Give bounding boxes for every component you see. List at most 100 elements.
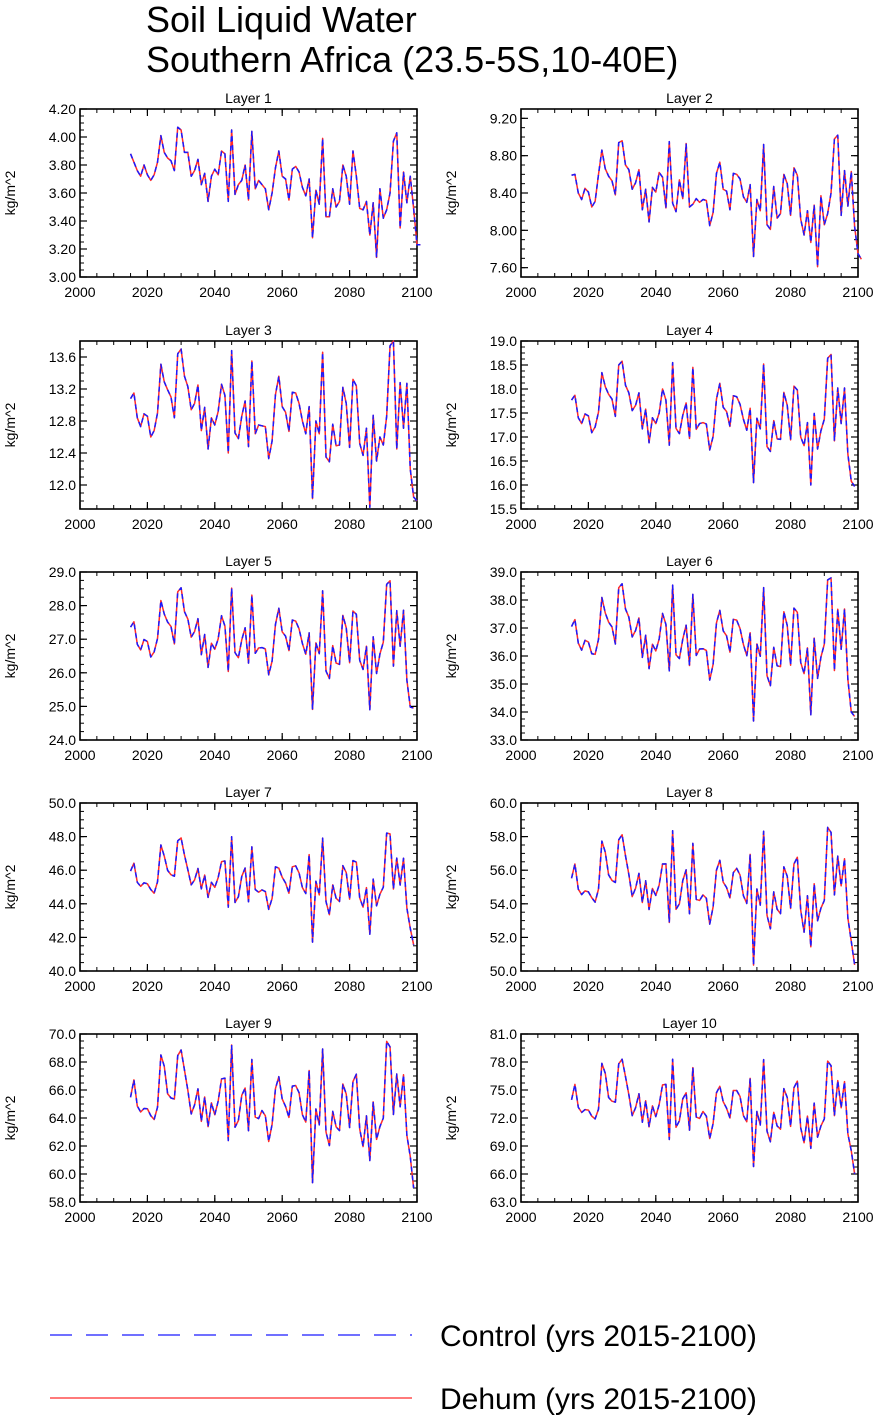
x-tick-label: 2060: [267, 284, 298, 300]
y-tick-label: 66.0: [490, 1166, 517, 1182]
x-tick-label: 2000: [505, 1209, 536, 1225]
x-tick-label: 2040: [199, 747, 230, 763]
x-tick-label: 2020: [132, 516, 163, 532]
y-tick-label: 33.0: [490, 732, 517, 748]
x-tick-label: 2060: [708, 978, 739, 994]
x-tick-label: 2060: [708, 747, 739, 763]
y-tick-label: 46.0: [49, 862, 76, 878]
plot-frame: [79, 340, 418, 510]
y-tick-label: 58.0: [490, 829, 517, 845]
series-line-control: [571, 134, 863, 268]
series-line-control: [129, 126, 421, 259]
x-tick-label: 2000: [505, 284, 536, 300]
y-axis-label: kg/m^2: [2, 633, 18, 678]
series-line-dehum: [570, 826, 856, 966]
y-tick-label: 12.4: [49, 445, 76, 461]
panel-layer-4: Layer 4 kg/m^2 15.5 16.0 16.5 17.0 17.5 18.0 18.…: [443, 322, 874, 532]
x-tick-label: 2040: [199, 516, 230, 532]
y-axis-label: kg/m^2: [443, 170, 459, 215]
y-axis-label: kg/m^2: [2, 402, 18, 447]
x-tick-label: 2060: [267, 1209, 298, 1225]
x-tick-label: 2020: [132, 978, 163, 994]
x-tick-label: 2060: [708, 516, 739, 532]
x-tick-label: 2040: [640, 747, 671, 763]
y-tick-label: 25.0: [49, 698, 76, 714]
y-tick-label: 17.5: [490, 405, 517, 421]
y-axis-label: kg/m^2: [2, 1095, 18, 1140]
x-tick-label: 2080: [334, 284, 365, 300]
panel-layer-8: Layer 8 kg/m^2 50.0 52.0 54.0 56.0 58.0 60.0 200…: [443, 784, 874, 994]
y-tick-label: 24.0: [49, 732, 76, 748]
y-tick-label: 68.0: [49, 1054, 76, 1070]
title-line-2: Southern Africa (23.5-5S,10-40E): [146, 39, 679, 80]
figure-title: Soil Liquid Water Southern Africa (23.5-…: [146, 0, 678, 80]
x-tick-label: 2040: [640, 516, 671, 532]
panel-layer-2: Layer 2 kg/m^2 7.60 8.00 8.40 8.80 9.20 2000 202…: [443, 90, 874, 300]
y-tick-label: 36.0: [490, 648, 517, 664]
y-tick-label: 3.40: [49, 213, 76, 229]
y-tick-label: 62.0: [49, 1138, 76, 1154]
x-tick-label: 2020: [573, 284, 604, 300]
y-tick-label: 50.0: [49, 795, 76, 811]
y-tick-label: 60.0: [490, 795, 517, 811]
panel-layer-10: Layer 10 kg/m^2 63.0 66.0 69.0 72.0 75.0 78.0 81…: [443, 1015, 874, 1225]
y-tick-label: 44.0: [49, 896, 76, 912]
panel-title: Layer 5: [225, 553, 272, 569]
y-tick-label: 8.00: [490, 222, 517, 238]
y-tick-label: 3.80: [49, 157, 76, 173]
panel-layer-5: Layer 5 kg/m^2 24.0 25.0 26.0 27.0 28.0 29.0 200…: [2, 553, 433, 763]
x-tick-label: 2000: [64, 747, 95, 763]
x-tick-label: 2100: [842, 978, 873, 994]
y-tick-label: 69.0: [490, 1138, 517, 1154]
y-axis-label: kg/m^2: [443, 633, 459, 678]
x-tick-label: 2020: [573, 516, 604, 532]
y-tick-label: 40.0: [49, 963, 76, 979]
legend-control-label: Control (yrs 2015-2100): [440, 1320, 757, 1353]
y-tick-label: 70.0: [49, 1026, 76, 1042]
x-tick-label: 2000: [64, 1209, 95, 1225]
x-tick-label: 2000: [505, 747, 536, 763]
series-line-control: [129, 832, 415, 945]
y-tick-label: 12.0: [49, 477, 76, 493]
chart-legend: Control (yrs 2015-2100) Dehum (yrs 2015-…: [50, 1320, 757, 1416]
y-tick-label: 48.0: [49, 829, 76, 845]
panel-layer-9: Layer 9 kg/m^2 58.0 60.0 62.0 64.0 66.0 68.0 70.…: [2, 1015, 433, 1225]
panel-title: Layer 6: [666, 553, 713, 569]
series-line-dehum: [129, 1040, 415, 1189]
y-tick-label: 8.40: [490, 185, 517, 201]
y-tick-label: 64.0: [49, 1110, 76, 1126]
x-tick-label: 2100: [401, 747, 432, 763]
x-tick-label: 2100: [401, 978, 432, 994]
series-line-control: [570, 826, 856, 966]
x-tick-label: 2080: [334, 747, 365, 763]
chart-figure: Layer 1 kg/m^2 3.00 3.20 3.40 3.60 3.80 4.00 4.2…: [2, 90, 874, 1225]
x-tick-label: 2020: [132, 1209, 163, 1225]
x-tick-label: 2000: [64, 516, 95, 532]
y-tick-label: 3.20: [49, 241, 76, 257]
panel-title: Layer 2: [666, 90, 713, 106]
y-tick-label: 38.0: [490, 592, 517, 608]
y-tick-label: 19.0: [490, 333, 517, 349]
x-tick-label: 2100: [401, 284, 432, 300]
y-tick-label: 78.0: [490, 1054, 517, 1070]
y-axis-label: kg/m^2: [443, 402, 459, 447]
x-tick-label: 2060: [267, 516, 298, 532]
panel-title: Layer 9: [225, 1015, 272, 1031]
y-axis-label: kg/m^2: [2, 170, 18, 215]
y-tick-label: 13.6: [49, 349, 76, 365]
y-axis-label: kg/m^2: [443, 864, 459, 909]
x-tick-label: 2100: [842, 1209, 873, 1225]
y-tick-label: 26.0: [49, 665, 76, 681]
x-tick-label: 2060: [267, 747, 298, 763]
x-tick-label: 2080: [775, 284, 806, 300]
series-line-dehum: [570, 1058, 856, 1175]
x-tick-label: 2020: [573, 1209, 604, 1225]
y-tick-label: 34.0: [490, 704, 517, 720]
y-tick-label: 54.0: [490, 896, 517, 912]
x-tick-label: 2040: [199, 1209, 230, 1225]
y-tick-label: 60.0: [49, 1166, 76, 1182]
panel-title: Layer 4: [666, 322, 713, 338]
panel-title: Layer 10: [662, 1015, 717, 1031]
y-axis-label: kg/m^2: [2, 864, 18, 909]
y-tick-label: 42.0: [49, 929, 76, 945]
